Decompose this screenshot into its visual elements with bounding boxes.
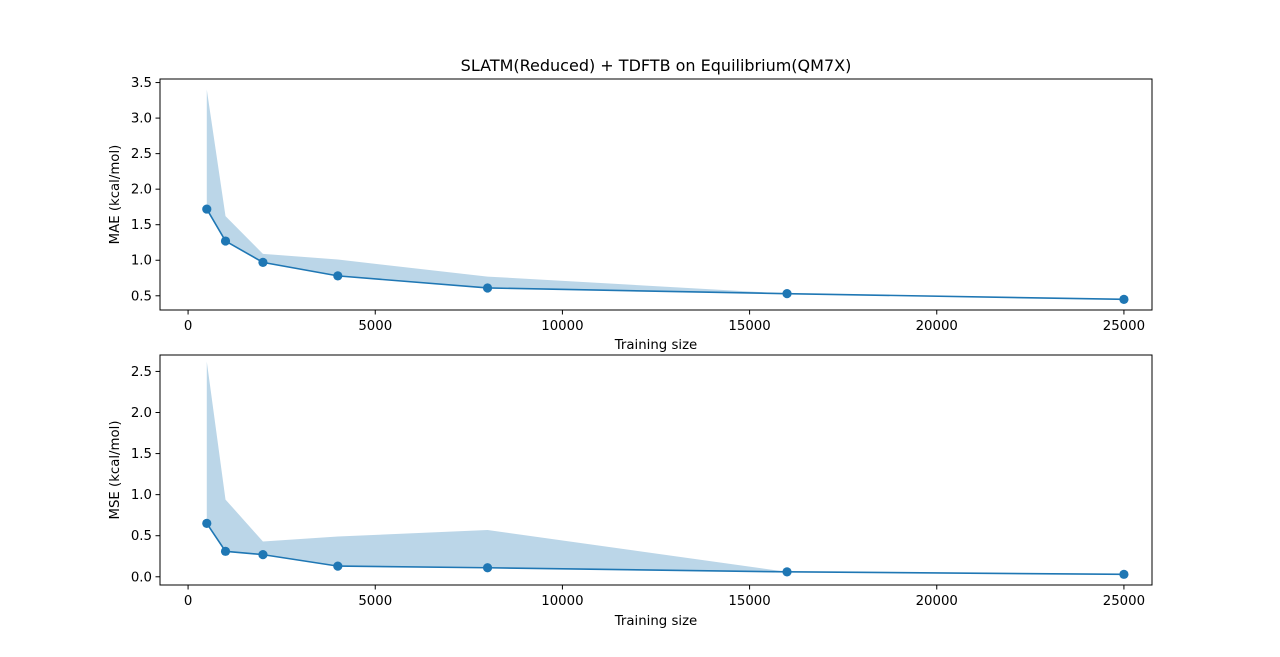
x-tick-label: 0 — [184, 319, 192, 334]
series-line — [206, 208, 1124, 301]
data-point — [1119, 294, 1129, 304]
y-tick-label: 2.0 — [131, 406, 152, 421]
x-axis-label: Training size — [614, 338, 697, 353]
y-axis-label: MAE (kcal/mol) — [108, 145, 123, 245]
data-point — [782, 567, 792, 577]
axes-frame — [159, 354, 1153, 586]
x-tick-label: 15000 — [728, 594, 770, 609]
axes-frame — [159, 78, 1153, 311]
x-tick-label: 10000 — [541, 594, 583, 609]
x-tick-label: 5000 — [358, 319, 392, 334]
data-point — [482, 283, 493, 293]
data-point — [202, 204, 212, 214]
data-point — [258, 257, 268, 267]
y-tick-label: 2.5 — [131, 147, 152, 162]
error-band — [206, 361, 1124, 575]
y-tick-label: 1.5 — [131, 218, 152, 233]
data-point — [333, 271, 343, 281]
y-tick-label: 1.0 — [131, 488, 152, 503]
data-point — [258, 550, 268, 560]
mse-panel: 0 5000 10000 15000 20000 25000 0.0 0.5 1.0 1.5 2.0… — [108, 354, 1153, 629]
x-tick-label: 25000 — [1103, 319, 1145, 334]
y-tick-label: 2.5 — [131, 365, 152, 380]
data-point — [782, 289, 792, 299]
y-tick-label: 3.0 — [131, 112, 152, 127]
y-tick-label: 0.5 — [131, 289, 152, 304]
y-axis-label: MSE (kcal/mol) — [108, 420, 123, 519]
y-tick-label: 1.0 — [131, 254, 152, 269]
data-point — [333, 561, 343, 571]
y-tick-label: 1.5 — [131, 447, 152, 462]
x-tick-label: 15000 — [728, 319, 770, 334]
x-tick-label: 20000 — [916, 594, 958, 609]
data-point — [1119, 569, 1129, 579]
x-tick-label: 10000 — [541, 319, 583, 334]
x-tick-label: 25000 — [1103, 594, 1145, 609]
x-axis-label: Training size — [614, 614, 697, 629]
figure-title: SLATM(Reduced) + TDFTB on Equilibrium(QM… — [461, 56, 852, 75]
y-tick-label: 0.5 — [131, 529, 152, 544]
y-tick-label: 2.0 — [131, 183, 152, 198]
data-point — [202, 518, 212, 528]
y-tick-label: 3.5 — [131, 76, 152, 91]
y-tick-label: 0.0 — [131, 570, 152, 585]
x-tick-label: 0 — [184, 594, 192, 609]
x-tick-label: 5000 — [358, 594, 392, 609]
data-point — [482, 563, 493, 573]
mae-panel: 0 5000 10000 15000 20000 25000 0.5 1.0 1.5 2.0 2.5… — [108, 76, 1153, 353]
data-point — [220, 546, 231, 556]
x-tick-label: 20000 — [916, 319, 958, 334]
error-band — [206, 89, 1124, 300]
data-point — [220, 236, 231, 246]
